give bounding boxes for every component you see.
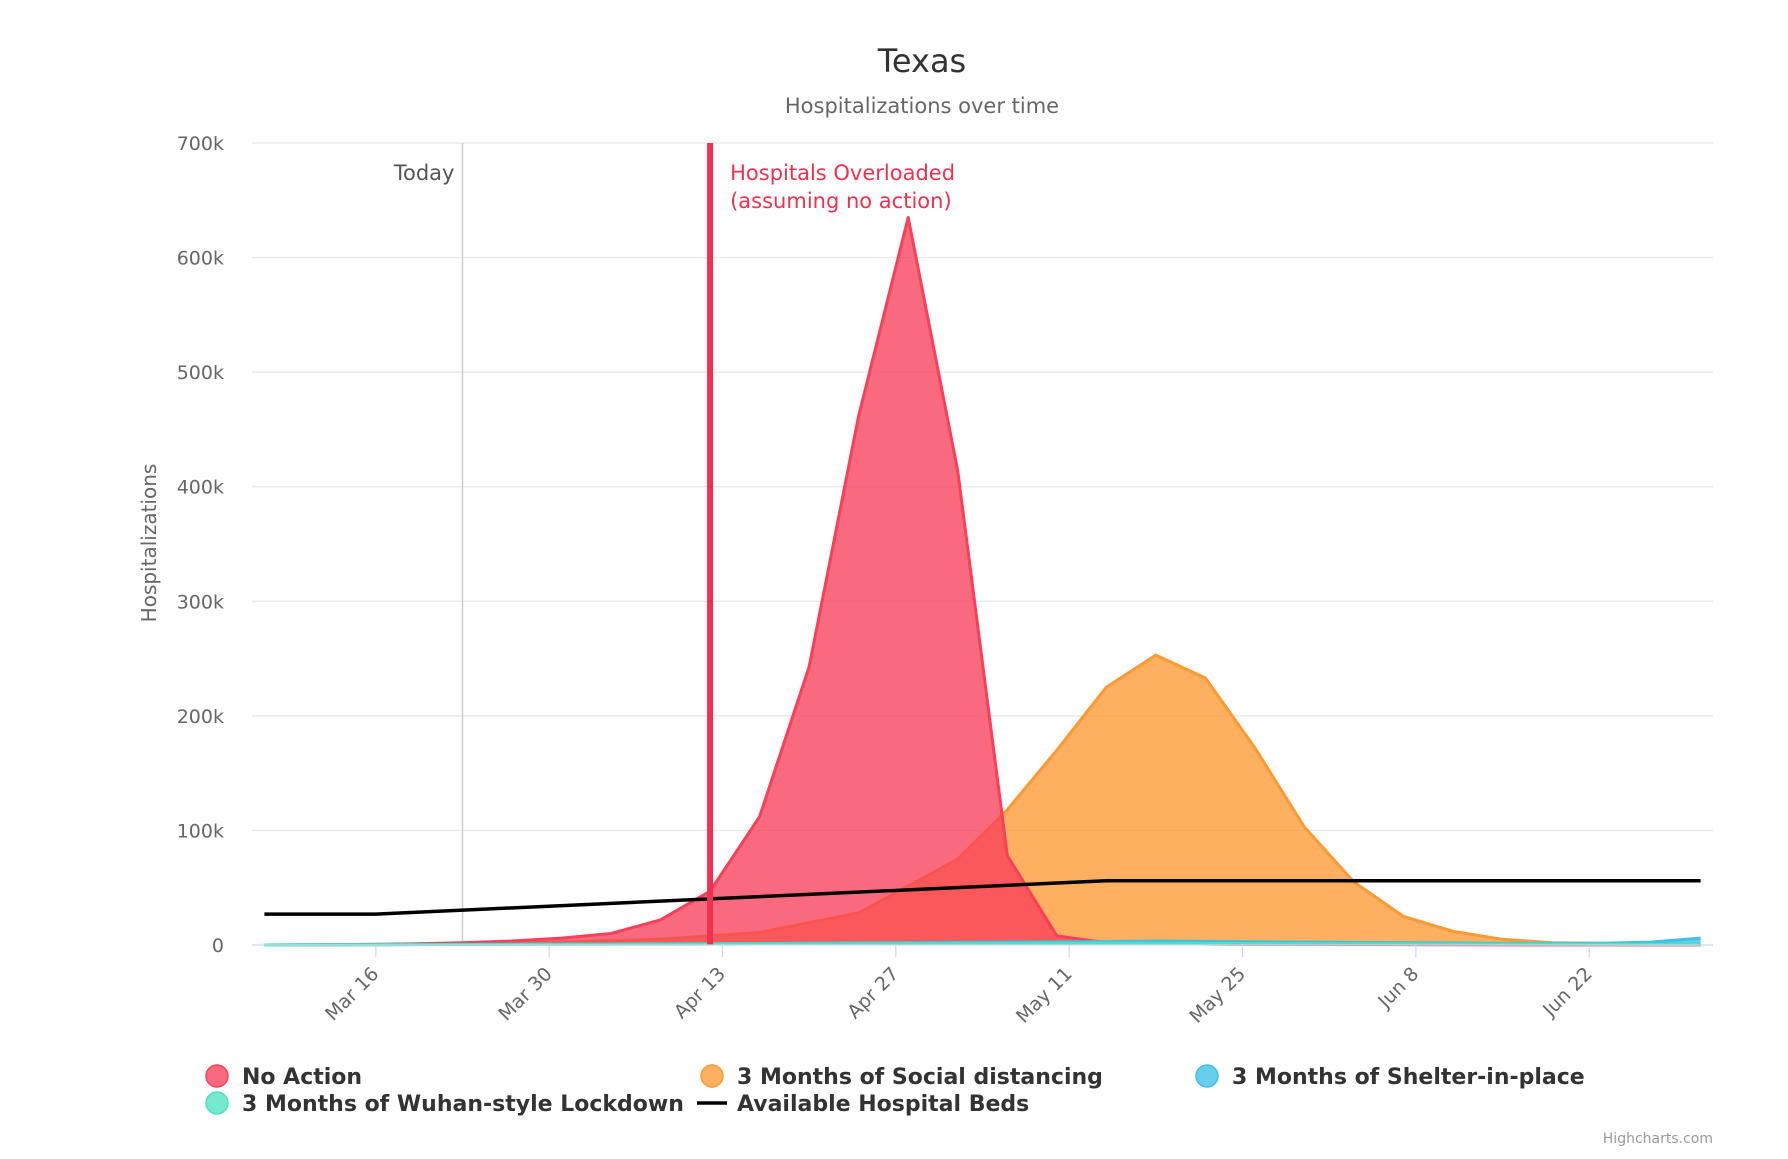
area-3-months-of-social-distancing bbox=[264, 655, 1701, 945]
chart-title: Texas bbox=[877, 42, 966, 80]
y-tick-label: 700k bbox=[177, 133, 224, 155]
overload-label: Hospitals Overloaded bbox=[730, 161, 955, 185]
legend-item-3-months-of-wuhan-style-lockdown[interactable]: 3 Months of Wuhan-style Lockdown bbox=[205, 1091, 684, 1117]
chart-subtitle: Hospitalizations over time bbox=[785, 94, 1059, 118]
y-axis-ticks: 0 100k 200k 300k 400k 500k 600k 700k bbox=[177, 133, 224, 957]
legend-item-3-months-of-social-distancing[interactable]: 3 Months of Social distancing bbox=[700, 1064, 1103, 1090]
y-tick-label: 400k bbox=[177, 477, 224, 499]
legend-item-3-months-of-shelter-in-place[interactable]: 3 Months of Shelter-in-place bbox=[1195, 1064, 1585, 1090]
x-tick-label: Jun 8 bbox=[1373, 963, 1423, 1013]
x-tick-label: May 11 bbox=[1012, 963, 1077, 1028]
y-tick-label: 100k bbox=[177, 820, 224, 842]
legend-label: 3 Months of Social distancing bbox=[737, 1065, 1103, 1090]
x-tick-label: Mar 16 bbox=[321, 963, 383, 1025]
x-tick-label: Apr 13 bbox=[670, 963, 730, 1023]
legend-label: No Action bbox=[242, 1065, 362, 1090]
today-plot-line-layer: Today bbox=[393, 143, 464, 945]
x-axis: Mar 16 Mar 30 Apr 13 Apr 27 May 11 May 25 Jun … bbox=[252, 944, 1713, 1028]
overload-plot-line-layer: Hospitals Overloaded (assuming no action) bbox=[707, 143, 955, 945]
y-tick-label: 500k bbox=[177, 362, 224, 384]
series-layer bbox=[264, 216, 1701, 947]
y-tick-label: 600k bbox=[177, 248, 224, 270]
y-tick-label: 200k bbox=[177, 706, 224, 728]
today-label: Today bbox=[393, 161, 455, 185]
legend[interactable]: No Action 3 Months of Social distancing 3 … bbox=[205, 1064, 1585, 1117]
legend-item-no-action[interactable]: No Action bbox=[205, 1064, 362, 1090]
legend-marker bbox=[1195, 1064, 1219, 1088]
legend-item-available-hospital-beds[interactable]: Available Hospital Beds bbox=[697, 1092, 1029, 1117]
legend-label: 3 Months of Wuhan-style Lockdown bbox=[242, 1092, 684, 1117]
line-available-hospital-beds bbox=[264, 879, 1701, 916]
overload-label-line2: (assuming no action) bbox=[730, 189, 952, 213]
x-tick-label: Apr 27 bbox=[843, 963, 903, 1023]
y-axis-title: Hospitalizations bbox=[137, 464, 161, 623]
legend-marker bbox=[205, 1091, 229, 1115]
x-tick-label: Jun 22 bbox=[1538, 963, 1597, 1022]
x-tick-label: Mar 30 bbox=[494, 963, 556, 1025]
legend-label: Available Hospital Beds bbox=[737, 1092, 1029, 1117]
y-tick-label: 0 bbox=[212, 935, 224, 957]
credits-link[interactable]: Highcharts.com bbox=[1603, 1131, 1713, 1147]
grid bbox=[252, 142, 1713, 832]
legend-label: 3 Months of Shelter-in-place bbox=[1232, 1065, 1585, 1090]
area-no-action bbox=[264, 217, 1701, 945]
y-tick-label: 300k bbox=[177, 591, 224, 613]
legend-marker bbox=[205, 1064, 229, 1088]
legend-marker bbox=[700, 1064, 724, 1088]
x-tick-label: May 25 bbox=[1185, 963, 1250, 1028]
